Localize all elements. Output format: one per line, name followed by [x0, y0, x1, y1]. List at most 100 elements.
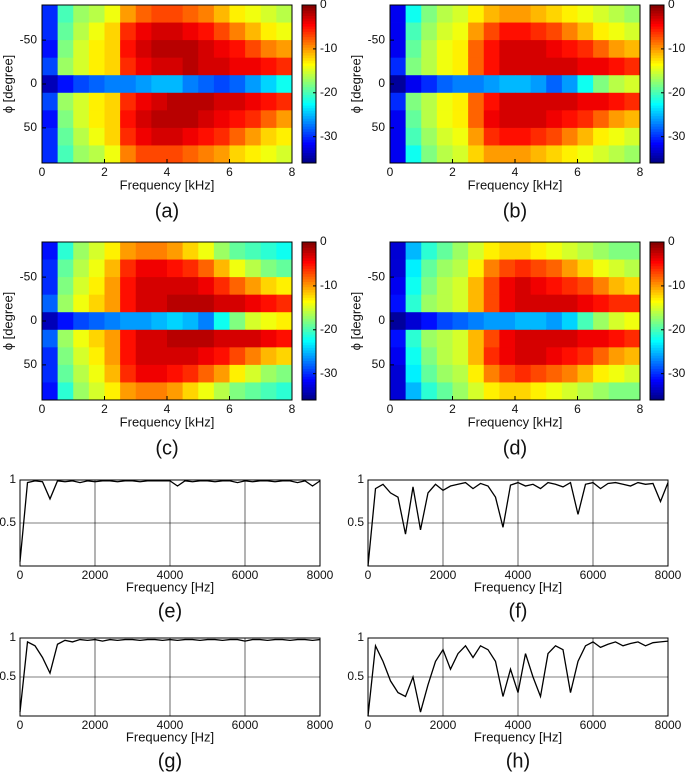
heat-cell	[151, 92, 168, 111]
x-axis-label: Frequency [kHz]	[468, 177, 563, 192]
colorbar-swatch	[302, 273, 316, 277]
x-tick-label: 2000	[430, 718, 457, 732]
heat-cell	[546, 329, 563, 348]
heat-cell	[452, 57, 469, 76]
heat-cell	[229, 40, 246, 59]
heat-cell	[120, 347, 137, 366]
heat-cell	[73, 294, 90, 313]
y-tick-label: 0.5	[347, 515, 364, 529]
colorbar-swatch	[302, 76, 316, 80]
colorbar-swatch	[650, 286, 664, 290]
colorbar-swatch	[650, 318, 664, 322]
heat-cell	[452, 22, 469, 41]
heat-cell	[390, 312, 407, 331]
heat-cell	[229, 277, 246, 296]
heat-cell	[73, 382, 90, 401]
heat-cell	[530, 277, 547, 296]
heat-cell	[561, 382, 578, 401]
heat-cell	[151, 329, 168, 348]
colorbar-swatch	[650, 99, 664, 103]
heat-cell	[499, 127, 516, 146]
x-tick-label: 6	[574, 402, 581, 416]
heat-cell	[151, 364, 168, 383]
colorbar-swatch	[302, 334, 316, 338]
x-axis-label: Frequency [Hz]	[126, 579, 214, 594]
heat-cell	[182, 259, 199, 278]
colorbar-swatch	[302, 389, 316, 393]
heat-cell	[167, 75, 184, 94]
colorbar-swatch	[650, 384, 664, 388]
colorbar-swatch	[650, 368, 664, 372]
heat-cell	[405, 110, 422, 129]
heat-cell	[405, 312, 422, 331]
colorbar-swatch	[302, 292, 316, 296]
heat-cell	[499, 40, 516, 59]
heat-cell	[213, 329, 230, 348]
panel-label: (a)	[155, 200, 179, 222]
colorbar-swatch	[650, 249, 664, 254]
colorbar-swatch	[302, 299, 316, 304]
panel-label: (e)	[158, 600, 182, 622]
colorbar-swatch	[650, 31, 664, 35]
heat-cell	[468, 277, 485, 296]
heat-cell	[167, 364, 184, 383]
colorbar-swatch	[302, 318, 316, 322]
heat-cell	[260, 75, 277, 94]
colorbar-swatch	[650, 378, 664, 383]
heat-cell	[577, 127, 594, 146]
heat-cell	[57, 347, 74, 366]
heat-cell	[593, 22, 610, 41]
colorbar-swatch	[650, 307, 664, 311]
heat-cell	[452, 75, 469, 94]
heat-cell	[577, 40, 594, 59]
heat-cell	[276, 382, 293, 401]
colorbar-swatch	[650, 149, 664, 153]
colorbar-swatch	[650, 76, 664, 80]
colorbar-swatch	[650, 91, 664, 96]
heat-cell	[88, 57, 105, 76]
heat-cell	[57, 242, 74, 260]
y-tick-label: 1	[357, 472, 364, 486]
heat-cell	[151, 22, 168, 41]
heat-cell	[515, 294, 532, 313]
colorbar-swatch	[302, 355, 316, 359]
heat-cell	[135, 364, 152, 383]
colorbar-swatch	[650, 26, 664, 30]
heat-cell	[546, 277, 563, 296]
heat-cell	[624, 57, 641, 76]
heat-cell	[515, 75, 532, 94]
colorbar-swatch	[302, 60, 316, 64]
colorbar-swatch	[302, 381, 316, 385]
heat-cell	[515, 242, 532, 260]
heat-cell	[229, 22, 246, 41]
colorbar-swatch	[302, 33, 316, 38]
heat-cell	[499, 347, 516, 366]
heat-cell	[104, 92, 121, 111]
colorbar-swatch	[650, 5, 664, 9]
heat-cell	[530, 294, 547, 313]
heat-cell	[608, 145, 625, 164]
heat-cell	[276, 294, 293, 313]
panel-label: (g)	[158, 750, 182, 772]
heat-cell	[421, 277, 438, 296]
colorbar-swatch	[650, 10, 664, 14]
heat-cell	[499, 145, 516, 164]
y-tick-label: -50	[368, 32, 386, 46]
heat-cell	[390, 75, 407, 94]
colorbar-tick-label: -10	[668, 278, 685, 292]
heat-cell	[276, 329, 293, 348]
colorbar-swatch	[302, 365, 316, 369]
heat-cell	[276, 92, 293, 111]
colorbar-swatch	[650, 244, 664, 248]
colorbar-swatch	[302, 126, 316, 130]
heat-cell	[135, 5, 152, 23]
heat-cell	[120, 364, 137, 383]
colorbar-swatch	[302, 339, 316, 343]
heat-cell	[276, 75, 293, 94]
heat-cell	[405, 40, 422, 59]
heat-cell	[624, 277, 641, 296]
heat-cell	[276, 127, 293, 146]
colorbar-swatch	[302, 313, 316, 317]
colorbar-swatch	[302, 102, 316, 106]
heat-cell	[624, 347, 641, 366]
